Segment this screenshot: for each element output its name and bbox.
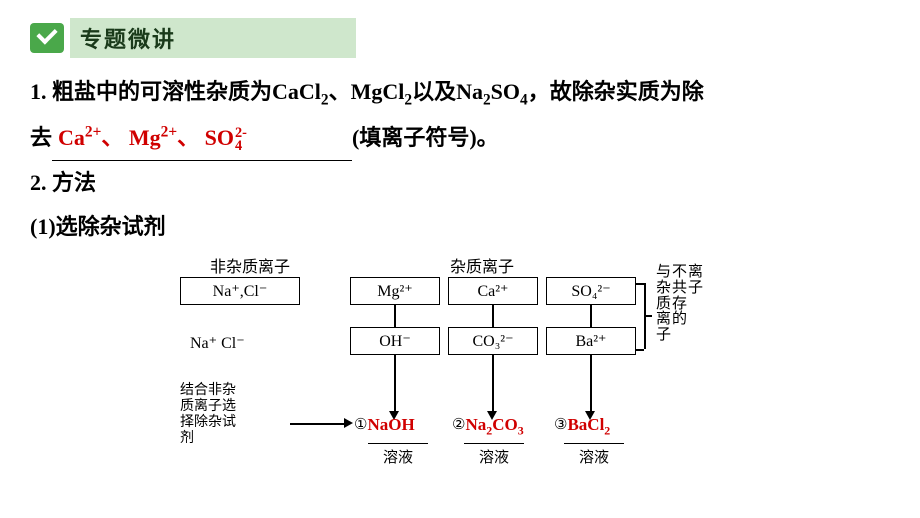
box-oh: OH⁻ xyxy=(350,327,440,355)
blank-tail: (填离子符号)。 xyxy=(352,125,499,150)
answer-blank: Ca2+、 Mg2+、 SO2-4 xyxy=(52,116,352,161)
row2-na-cl: Na⁺ Cl⁻ xyxy=(190,333,245,353)
solution-2: ②Na2CO3 xyxy=(452,415,524,438)
badge-label: 专题微讲 xyxy=(70,18,356,58)
box-mg: Mg²⁺ xyxy=(350,277,440,305)
sol3-bacl: BaCl xyxy=(567,415,604,434)
ans-ca: Ca xyxy=(58,125,85,150)
ans-mg: Mg xyxy=(129,125,161,150)
ans-sep1: 、 xyxy=(101,125,123,150)
left-arrow-line xyxy=(290,423,346,425)
sol3-sub: 2 xyxy=(604,424,610,438)
so4-sub: 4 xyxy=(520,91,528,108)
section-header: 专题微讲 xyxy=(30,18,890,58)
left-note-l4: 剂 xyxy=(180,431,290,447)
connector xyxy=(394,305,396,327)
left-note-l1: 结合非杂 xyxy=(180,383,290,399)
ans-sep2: 、 xyxy=(177,125,199,150)
question-1-line1: 1. 粗盐中的可溶性杂质为CaCl2、MgCl2以及Na2SO4，故除杂实质为除 xyxy=(30,70,890,116)
check-icon xyxy=(30,23,64,53)
brace-mid xyxy=(644,315,652,317)
under-1: 溶液 xyxy=(368,443,428,467)
circ-2: ② xyxy=(452,417,465,433)
cacl2-sub: 2 xyxy=(321,91,329,108)
q2-sub: (1)选除杂试剂 xyxy=(30,205,890,249)
circ-3: ③ xyxy=(554,417,567,433)
right-note-c: 离子 xyxy=(688,265,702,297)
arrow-line xyxy=(394,355,396,413)
q1-text: 1. 粗盐中的可溶性杂质为CaCl xyxy=(30,79,321,104)
box-ba: Ba²⁺ xyxy=(546,327,636,355)
arrow-line xyxy=(492,355,494,413)
question-1-line2: 去 Ca2+、 Mg2+、 SO2-4 (填离子符号)。 xyxy=(30,116,890,161)
box-co3: CO₃²⁻ xyxy=(448,327,538,355)
sol2-co: CO xyxy=(492,415,518,434)
q1-l2-prefix: 去 xyxy=(30,125,52,150)
box-nacl: Na⁺,Cl⁻ xyxy=(180,277,300,305)
left-note-l3: 择除杂试 xyxy=(180,415,290,431)
under-3: 溶液 xyxy=(564,443,624,467)
q1-tail: ，故除杂实质为除 xyxy=(528,79,704,104)
circ-1: ① xyxy=(354,417,367,433)
diagram: 非杂质离子 杂质离子 Na⁺,Cl⁻ Mg²⁺ Ca²⁺ SO₄²⁻ Na⁺ C… xyxy=(140,253,780,483)
mgcl2-sub: 2 xyxy=(404,91,412,108)
sol1-chem: NaOH xyxy=(367,415,414,434)
q2-title: 2. 方法 xyxy=(30,161,890,205)
ans-so4: SO xyxy=(205,125,234,150)
ans-mg-sup: 2+ xyxy=(161,124,177,141)
solution-3: ③BaCl2 xyxy=(554,415,610,438)
label-imp: 杂质离子 xyxy=(450,253,514,277)
connector xyxy=(590,305,592,327)
box-so4: SO₄²⁻ xyxy=(546,277,636,305)
ans-so4-bot: 4 xyxy=(235,140,247,153)
connector xyxy=(492,305,494,327)
left-note-l2: 质离子选 xyxy=(180,399,290,415)
mgcl2: MgCl xyxy=(351,79,405,104)
arrow-line xyxy=(590,355,592,413)
solution-1: ①NaOH xyxy=(354,415,415,435)
ans-so4-supsub: 2-4 xyxy=(235,127,247,153)
box-ca: Ca²⁺ xyxy=(448,277,538,305)
sep1: 、 xyxy=(329,79,351,104)
brace-tick xyxy=(636,283,644,285)
sol2-na: Na xyxy=(465,415,486,434)
ans-ca-sup: 2+ xyxy=(85,124,101,141)
na2-sub: 2 xyxy=(483,91,491,108)
right-note-a: 与杂质离子 xyxy=(656,265,670,344)
left-note: 结合非杂 质离子选 择除杂试 剂 xyxy=(180,383,290,447)
so4: SO xyxy=(491,79,520,104)
sol2b-sub: 3 xyxy=(518,424,524,438)
label-nonimp: 非杂质离子 xyxy=(210,253,290,277)
left-arrow-head xyxy=(344,418,353,428)
sep2: 以及Na xyxy=(412,79,483,104)
brace-tick xyxy=(636,349,644,351)
under-2: 溶液 xyxy=(464,443,524,467)
right-note-b: 不共存的 xyxy=(672,265,686,328)
